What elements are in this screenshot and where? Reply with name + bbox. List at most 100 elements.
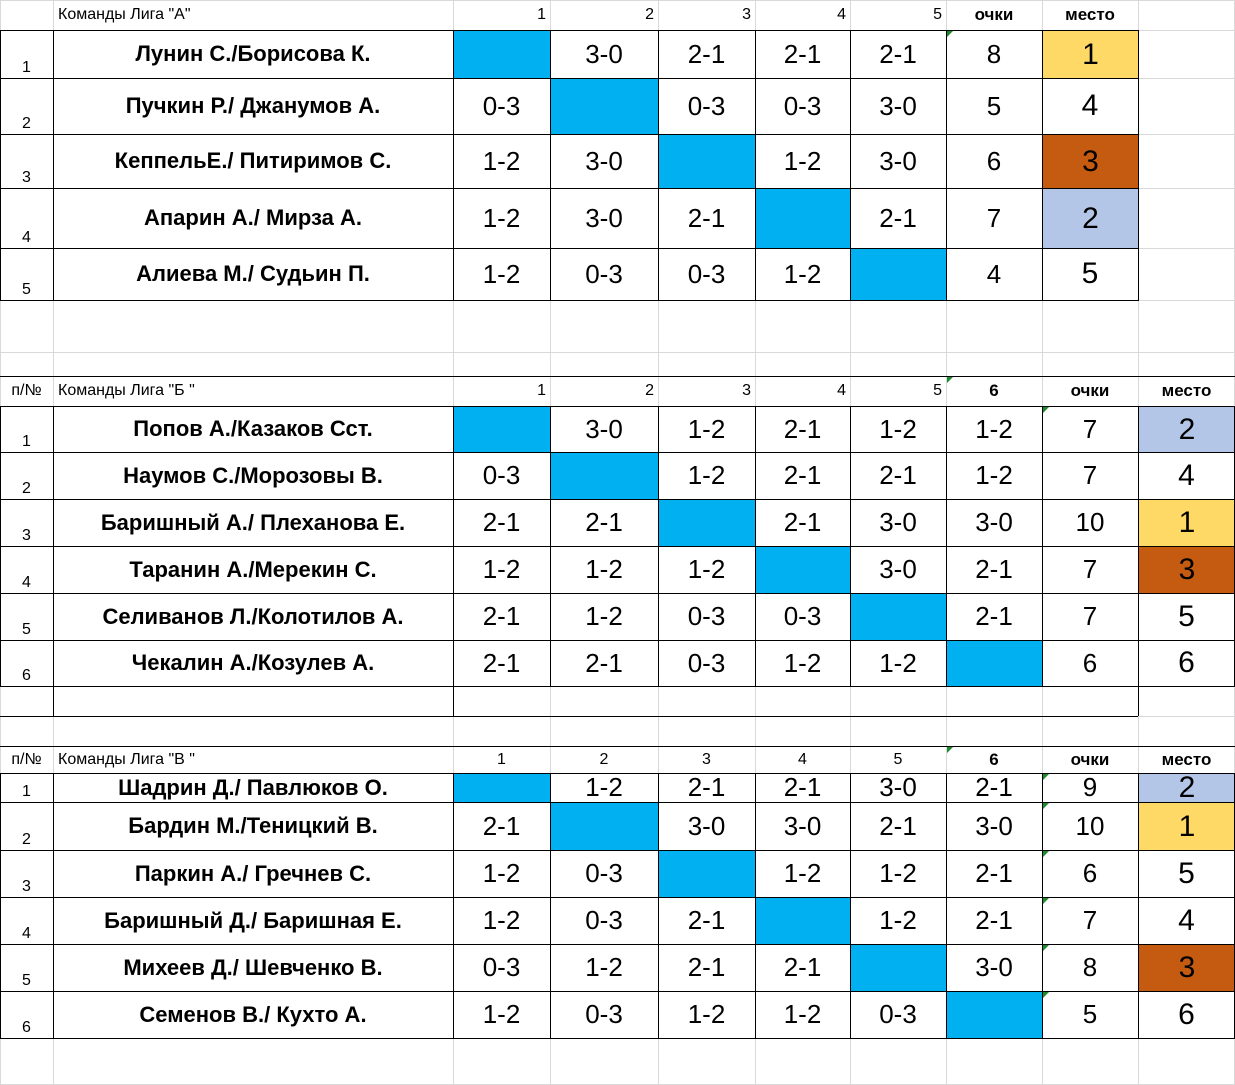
- points-value: 7: [1082, 413, 1098, 444]
- opponent-column-header: 4: [837, 6, 846, 23]
- table-border-vertical: [53, 773, 54, 1039]
- self-match-cell: [850, 248, 947, 301]
- match-result: 1-2: [975, 413, 1013, 444]
- team-name: Пучкин Р./ Джанумов А.: [125, 93, 381, 118]
- match-result: 2-1: [482, 601, 521, 631]
- points-value: 7: [1082, 460, 1098, 490]
- match-result: 3-0: [975, 952, 1013, 982]
- table-border-vertical: [453, 686, 454, 716]
- league-title: Команды Лига "Б ": [58, 382, 195, 399]
- table-border-vertical: [1138, 406, 1139, 687]
- match-result: 1-2: [783, 858, 822, 888]
- self-match-cell: [755, 188, 851, 249]
- row-number: 3: [22, 169, 31, 186]
- points-value: 10: [1075, 810, 1105, 841]
- row-number: 2: [22, 115, 31, 132]
- place-value-silver: 2: [1042, 188, 1139, 249]
- match-result: 3-0: [585, 413, 623, 444]
- table-border-vertical: [550, 30, 551, 301]
- self-match-cell: [550, 78, 659, 135]
- table-border-vertical: [453, 773, 454, 1039]
- points-value: 5: [986, 90, 1002, 121]
- match-result: 0-3: [783, 601, 822, 631]
- match-result: 2-1: [585, 647, 623, 678]
- row-number: 5: [22, 281, 31, 298]
- match-result: 2-1: [783, 460, 822, 490]
- table-border-horizontal: [0, 746, 1235, 747]
- match-result: 1-2: [879, 858, 917, 888]
- match-result: 1-2: [879, 905, 917, 935]
- points-value: 9: [1082, 773, 1098, 802]
- team-name: Шадрин Д./ Павлюков О.: [118, 774, 388, 800]
- match-result: 2-1: [783, 413, 822, 444]
- table-border-vertical: [550, 406, 551, 687]
- table-border-horizontal: [0, 406, 1235, 407]
- place-value: 4: [1178, 458, 1195, 492]
- match-result: 0-3: [783, 90, 822, 121]
- match-result: 3-0: [783, 810, 822, 841]
- opponent-column-header: 3: [702, 750, 711, 768]
- points-value: 7: [986, 202, 1002, 233]
- table-border-vertical: [1138, 773, 1139, 1039]
- match-result: 3-0: [585, 145, 623, 176]
- place-value: 5: [1178, 599, 1195, 633]
- points-value: 7: [1082, 554, 1098, 584]
- table-border-vertical: [946, 773, 947, 1039]
- match-result: 2-1: [482, 810, 521, 841]
- row-number: 6: [22, 667, 31, 684]
- points-value: 8: [1082, 952, 1098, 982]
- table-border-horizontal: [0, 802, 1235, 803]
- table-border-vertical: [658, 406, 659, 687]
- match-result: 1-2: [585, 773, 623, 802]
- match-result: 1-2: [482, 999, 521, 1029]
- match-result: 2-1: [687, 202, 726, 233]
- table-border-vertical: [946, 406, 947, 687]
- opponent-column-header: 5: [933, 6, 942, 23]
- self-match-cell: [550, 802, 659, 851]
- comment-marker: [1043, 851, 1049, 857]
- league-title: Команды Лига "В ": [58, 750, 195, 768]
- team-name: Баришный Д./ Баришная Е.: [104, 907, 402, 933]
- place-value-bronze: 3: [1042, 134, 1139, 189]
- points-header: очки: [974, 5, 1014, 24]
- row-number: 5: [22, 621, 31, 638]
- team-name: Михеев Д./ Шевченко В.: [123, 954, 383, 980]
- match-result: 0-3: [585, 905, 623, 935]
- table-border-vertical: [850, 773, 851, 1039]
- match-result: 3-0: [879, 554, 917, 584]
- comment-marker: [1043, 945, 1049, 951]
- match-result: 1-2: [879, 647, 917, 678]
- place-value-gold: 1: [1138, 499, 1235, 547]
- place-value: 4: [1178, 903, 1195, 937]
- table-border-vertical: [1042, 30, 1043, 301]
- team-name: Алиева М./ Судьин П.: [136, 261, 370, 286]
- points-value: 6: [1082, 647, 1098, 678]
- row-number: 4: [22, 574, 31, 591]
- place-value-gold: 1: [1138, 802, 1235, 851]
- row-number: 4: [22, 925, 31, 942]
- table-border-horizontal: [0, 78, 1139, 79]
- match-result: 0-3: [585, 258, 623, 289]
- table-border-horizontal: [0, 944, 1235, 945]
- team-name: Селиванов Л./Колотилов А.: [102, 603, 404, 629]
- points-value: 5: [1082, 999, 1098, 1029]
- table-border-vertical: [755, 773, 756, 1039]
- match-result: 1-2: [879, 413, 917, 444]
- match-result: 2-1: [975, 773, 1013, 802]
- match-result: 1-2: [482, 202, 521, 233]
- table-border-horizontal: [0, 897, 1235, 898]
- match-result: 3-0: [687, 810, 726, 841]
- points-header: очки: [1070, 381, 1110, 400]
- self-match-cell: [755, 546, 851, 594]
- table-border-vertical: [658, 773, 659, 1039]
- points-value: 8: [986, 38, 1002, 69]
- gridline-horizontal: [0, 0, 1235, 1]
- table-border-vertical: [1042, 406, 1043, 687]
- row-number: 4: [22, 229, 31, 246]
- match-result: 1-2: [585, 554, 623, 584]
- match-result: 0-3: [482, 952, 521, 982]
- match-result: 3-0: [585, 202, 623, 233]
- points-value: 7: [1082, 905, 1098, 935]
- match-result: 3-0: [975, 810, 1013, 841]
